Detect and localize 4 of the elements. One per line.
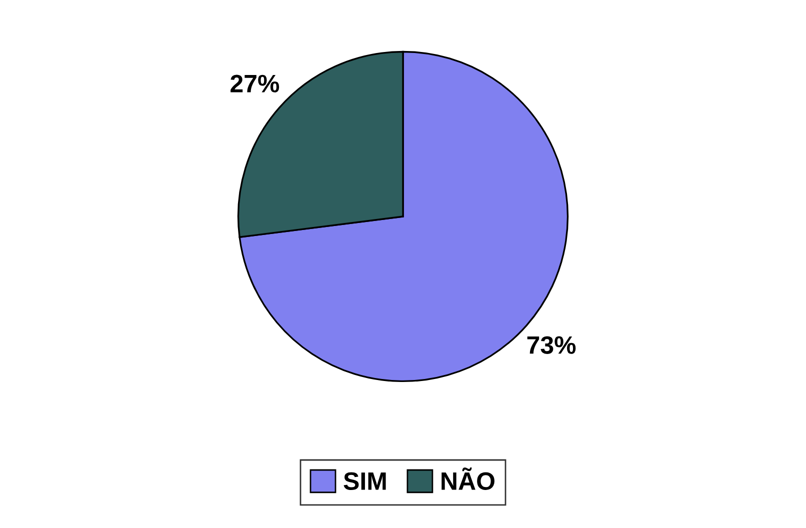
- data-label: 73%: [527, 336, 576, 354]
- data-label: 27%: [230, 74, 280, 92]
- legend-label: NÃO: [442, 468, 494, 490]
- legend-label: SIM: [344, 472, 386, 490]
